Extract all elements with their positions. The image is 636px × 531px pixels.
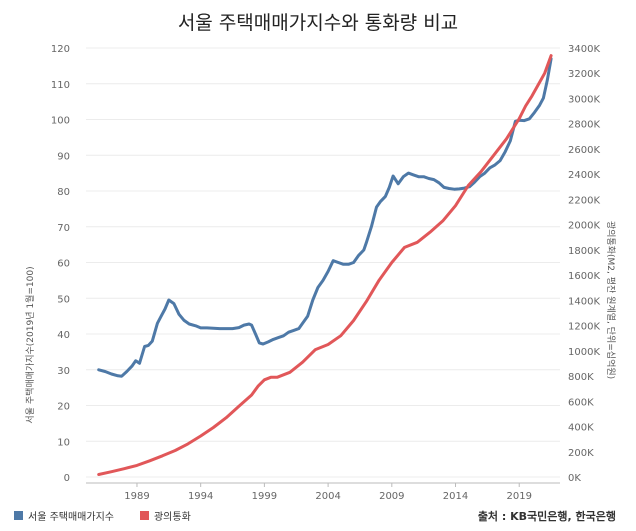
left-y-tick-label: 110 [51, 80, 70, 91]
x-tick-label: 2019 [506, 491, 531, 502]
left-y-tick-label: 80 [57, 187, 70, 198]
right-y-tick-label: 2800K [568, 120, 600, 131]
left-y-tick-label: 50 [57, 294, 70, 305]
left-y-tick-label: 90 [57, 151, 70, 162]
left-y-tick-label: 60 [57, 259, 70, 270]
legend: 서울 주택매매가지수 광의통화 [14, 508, 191, 523]
x-tick-label: 1989 [124, 491, 149, 502]
right-y-tick-label: 3000K [568, 94, 600, 105]
x-tick-label: 2014 [443, 491, 468, 502]
series-line-house-price [97, 57, 553, 378]
source-note: 출처 : KB국민은행, 한국은행 [477, 510, 616, 523]
left-y-tick-label: 20 [57, 402, 70, 413]
x-tick-label: 1994 [188, 491, 213, 502]
right-y-tick-label: 2400K [568, 170, 600, 181]
left-y-tick-label: 70 [57, 223, 70, 234]
left-y-tick-label: 0 [64, 473, 70, 484]
left-y-axis-label: 서울 주택매매가지수(2019년 1월=100) [24, 266, 36, 423]
right-y-tick-label: 2600K [568, 145, 600, 156]
right-y-tick-label: 1400K [568, 296, 600, 307]
left-y-axis-ticks: 0 10 20 30 40 50 60 70 80 90 100 110 120 [51, 44, 70, 484]
x-axis-ticks: 1989 1994 1999 2004 2009 2014 2019 [86, 482, 560, 502]
left-y-tick-label: 30 [57, 366, 70, 377]
x-tick-label: 2009 [379, 491, 404, 502]
legend-label-house-price: 서울 주택매매가지수 [28, 512, 114, 523]
legend-item-m2: 광의통화 [139, 508, 191, 523]
left-y-tick-label: 10 [57, 437, 70, 448]
right-y-tick-label: 200K [568, 448, 594, 459]
chart-title: 서울 주택매매가지수와 통화량 비교 [177, 12, 459, 34]
right-y-axis-label: 광의통화(M2, 평잔 원계열, 단위=십억원) [605, 221, 617, 379]
x-tick-label: 2004 [315, 491, 340, 502]
right-y-axis-ticks: 0K 200K 400K 600K 800K 1000K 1200K 1400K 1600K 18… [568, 44, 600, 484]
legend-label-m2: 광의통화 [153, 512, 191, 523]
left-y-tick-label: 40 [57, 330, 70, 341]
series-line-m2 [97, 54, 553, 476]
grid-lines [86, 47, 560, 478]
right-y-tick-label: 0K [568, 473, 581, 484]
legend-swatch-house-price [14, 511, 23, 520]
right-y-tick-label: 400K [568, 423, 594, 434]
right-y-tick-label: 2200K [568, 195, 600, 206]
x-tick-label: 1999 [252, 491, 277, 502]
right-y-tick-label: 2000K [568, 221, 600, 232]
left-y-tick-label: 120 [51, 44, 70, 55]
left-y-tick-label: 100 [51, 116, 70, 127]
right-y-tick-label: 1000K [568, 347, 600, 358]
right-y-tick-label: 1600K [568, 271, 600, 282]
legend-swatch-m2 [139, 511, 149, 520]
right-y-tick-label: 600K [568, 397, 594, 408]
legend-item-house-price: 서울 주택매매가지수 [14, 508, 114, 523]
right-y-tick-label: 3200K [568, 69, 600, 80]
right-y-tick-label: 3400K [568, 44, 600, 55]
right-y-tick-label: 1800K [568, 246, 600, 257]
series-lines [97, 54, 553, 476]
right-y-tick-label: 800K [568, 372, 594, 383]
right-y-tick-label: 1200K [568, 322, 600, 333]
